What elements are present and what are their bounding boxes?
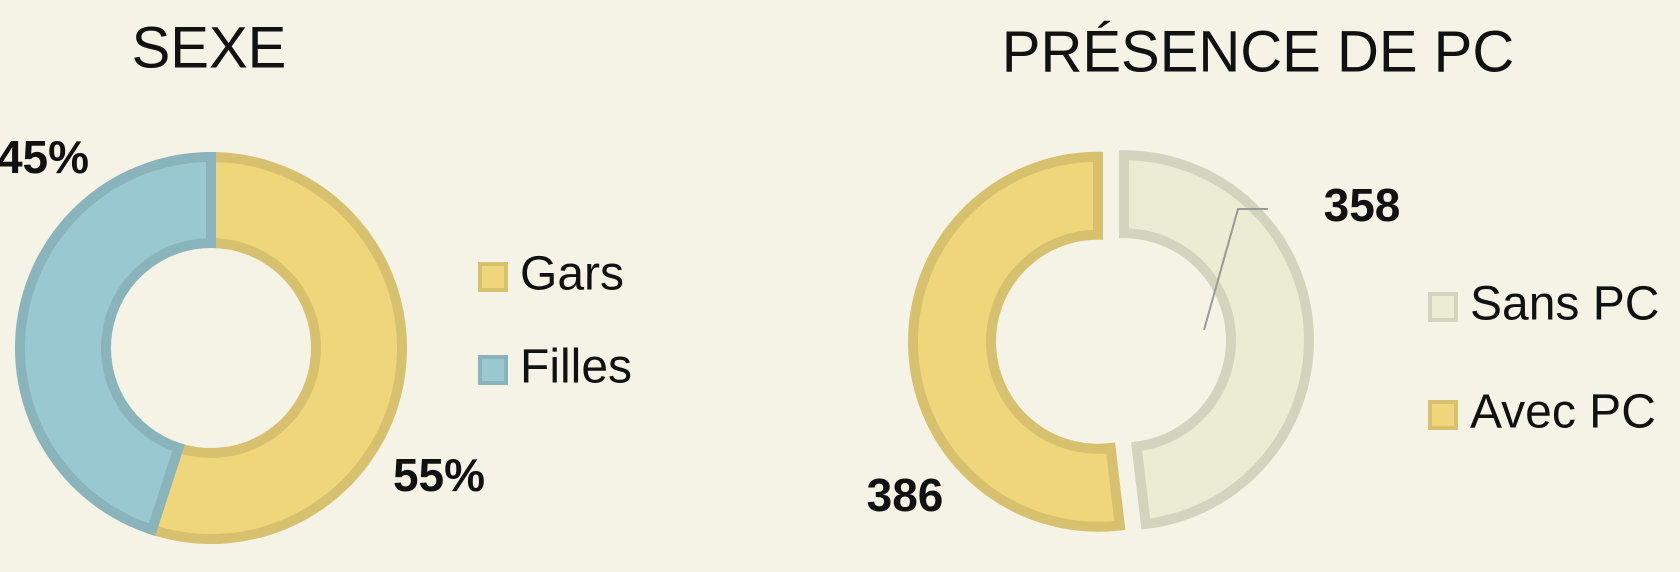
donut-slice — [145, 151, 407, 544]
legend-label: Sans PC — [1470, 278, 1659, 331]
legend-swatch — [478, 355, 508, 385]
legend-label: Gars — [520, 248, 624, 301]
data-label: 55% — [393, 449, 485, 501]
donut-slice — [1118, 150, 1314, 530]
data-label: 386 — [867, 469, 944, 521]
legend-swatch — [1428, 292, 1458, 322]
donut-slice — [15, 151, 216, 536]
chart-title: SEXE — [132, 15, 287, 80]
leader-line — [1203, 208, 1268, 331]
donut-slice — [908, 151, 1126, 532]
data-label: 45% — [0, 131, 89, 183]
chart-title: PRÉSENCE DE PC — [1002, 19, 1514, 84]
legend-label: Filles — [520, 341, 632, 394]
legend-swatch — [478, 262, 508, 292]
legend-label: Avec PC — [1470, 386, 1656, 439]
data-label: 358 — [1324, 179, 1401, 231]
legend-swatch — [1428, 400, 1458, 430]
